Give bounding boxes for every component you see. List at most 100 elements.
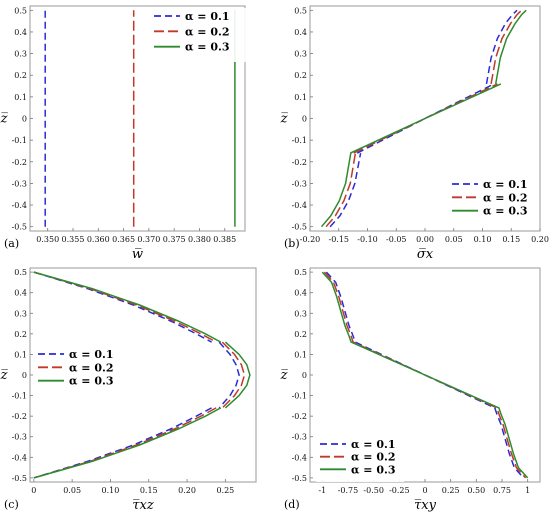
legend-label-alpha-2: α = 0.2 xyxy=(483,191,527,204)
x-tick-label: 0.15 xyxy=(502,235,520,244)
y-tick-label: 0.1 xyxy=(14,350,27,359)
x-tick-label: -0.20 xyxy=(300,235,321,244)
y-tick-label: 0 xyxy=(22,115,27,124)
y-axis-label: z̅ xyxy=(280,112,288,127)
panel-letter: (c) xyxy=(4,498,19,511)
x-tick-label: 0.15 xyxy=(140,486,158,495)
x-tick-label: 0.20 xyxy=(178,486,196,495)
y-tick-label: -0.5 xyxy=(292,474,307,483)
y-tick-label: -0.4 xyxy=(292,201,307,210)
x-tick-label: 0.25 xyxy=(442,486,460,495)
y-axis-label: z̅ xyxy=(280,368,288,383)
y-tick-label: -0.4 xyxy=(12,201,27,210)
y-tick-label: 0.2 xyxy=(294,330,307,339)
x-tick-label: 0 xyxy=(31,486,36,495)
legend-label-alpha-2: α = 0.2 xyxy=(69,361,113,374)
y-tick-label: 0.1 xyxy=(294,93,307,102)
y-tick-label: 0.5 xyxy=(14,6,27,15)
y-tick-label: 0.2 xyxy=(14,330,27,339)
legend-label-alpha-1: α = 0.1 xyxy=(351,438,395,451)
y-tick-label: 0.3 xyxy=(14,309,27,318)
x-tick-label: -0.10 xyxy=(357,235,378,244)
legend-background xyxy=(316,436,404,482)
x-axis-label: w̅ xyxy=(132,247,143,262)
y-tick-label: -0.3 xyxy=(292,433,307,442)
x-tick-label: -1 xyxy=(318,486,326,495)
y-tick-label: 0.5 xyxy=(14,268,27,277)
legend: α = 0.1α = 0.2α = 0.3 xyxy=(34,346,122,394)
legend-label-alpha-1: α = 0.1 xyxy=(483,178,527,191)
legend-label-alpha-1: α = 0.1 xyxy=(69,348,113,361)
y-tick-label: -0.1 xyxy=(292,136,307,145)
legend-label-alpha-2: α = 0.2 xyxy=(185,25,229,38)
panel-letter: (d) xyxy=(284,498,300,511)
y-tick-label: -0.2 xyxy=(12,412,27,421)
y-tick-label: 0.1 xyxy=(14,93,27,102)
panel-1: -0.5 -0.4 -0.3 -0.2 -0.1 0 0.1 0.2 0.3 0.4 0.5 0.35… xyxy=(0,5,246,262)
y-tick-label: 0.4 xyxy=(294,28,307,37)
x-tick-label: -0.15 xyxy=(328,235,349,244)
y-axis-label: z̅ xyxy=(0,368,8,383)
y-tick-label: 0.4 xyxy=(14,28,27,37)
x-tick-label: 0 xyxy=(422,486,427,495)
legend: α = 0.1 α = 0.2 α = 0.3 xyxy=(150,8,246,62)
legend-label-alpha-1: α = 0.1 xyxy=(185,10,229,23)
y-tick-label: 0.5 xyxy=(294,268,307,277)
panel-2: -0.5-0.4-0.3-0.2-0.100.10.20.30.40.5-0.2… xyxy=(280,5,549,262)
y-tick-label: 0 xyxy=(22,371,27,380)
x-tick-label: 0.05 xyxy=(445,235,463,244)
series-line-alpha-3 xyxy=(33,271,251,479)
x-tick-label: 0.10 xyxy=(102,486,120,495)
y-tick-label: -0.5 xyxy=(292,223,307,232)
y-tick-label: 0.1 xyxy=(294,350,307,359)
panel-letter: (b) xyxy=(284,237,300,250)
x-tick-label: 0.365 xyxy=(112,235,135,244)
y-tick-label: -0.5 xyxy=(12,223,27,232)
panel-3: -0.5 -0.4 -0.3 -0.2 -0.1 0 0.1 0.2 0.3 0.4 0.5 0 0.0… xyxy=(0,267,257,513)
y-tick-label: 0.2 xyxy=(14,71,27,80)
legend-label-alpha-2: α = 0.2 xyxy=(351,451,395,464)
legend-label-alpha-3: α = 0.3 xyxy=(351,463,395,476)
panel-4: -0.5 -0.4 -0.3 -0.2 -0.1 0 0.1 0.2 0.3 0.4 0.5 -1 -0… xyxy=(280,267,541,513)
y-tick-label: -0.2 xyxy=(292,412,307,421)
x-axis-label: τ̅xy xyxy=(414,498,437,513)
x-tick-label: -0.50 xyxy=(363,486,384,495)
series-line-alpha-1 xyxy=(325,271,525,479)
x-tick-label: 0.20 xyxy=(531,235,549,244)
series-line-alpha-3 xyxy=(320,9,527,228)
y-tick-label: 0 xyxy=(302,115,307,124)
y-tick-label: 0.2 xyxy=(294,71,307,80)
y-tick-label: -0.1 xyxy=(12,392,27,401)
x-tick-label: 0.355 xyxy=(62,235,85,244)
x-tick-label: 1 xyxy=(525,486,530,495)
y-tick-label: -0.3 xyxy=(12,179,27,188)
legend-label-alpha-3: α = 0.3 xyxy=(69,375,113,388)
y-tick-label: 0.3 xyxy=(294,309,307,318)
y-tick-label: 0.3 xyxy=(14,50,27,59)
x-tick-label: 0.50 xyxy=(467,486,485,495)
y-tick-label: -0.3 xyxy=(292,179,307,188)
legend: α = 0.1α = 0.2α = 0.3 xyxy=(316,436,404,482)
x-tick-label: 0.370 xyxy=(137,235,160,244)
legend-background xyxy=(448,176,532,224)
x-tick-label: 0.385 xyxy=(213,235,236,244)
x-tick-label: 0.00 xyxy=(416,235,434,244)
x-tick-label: 0.380 xyxy=(188,235,211,244)
y-tick-label: 0.4 xyxy=(14,289,27,298)
legend: α = 0.1α = 0.2α = 0.3 xyxy=(448,176,532,224)
x-tick-label: 0.350 xyxy=(36,235,59,244)
legend-background xyxy=(34,346,122,394)
x-tick-label: 0.05 xyxy=(63,486,81,495)
y-tick-label: -0.1 xyxy=(292,392,307,401)
x-tick-label: 0.75 xyxy=(493,486,511,495)
series-line-alpha-3 xyxy=(321,271,529,479)
y-tick-label: -0.3 xyxy=(12,433,27,442)
panel-letter: (a) xyxy=(4,237,19,250)
legend-label-alpha-3: α = 0.3 xyxy=(483,205,527,218)
x-tick-label: -0.75 xyxy=(338,486,359,495)
y-tick-label: 0.4 xyxy=(294,289,307,298)
x-tick-label: 0.360 xyxy=(87,235,110,244)
x-tick-label: -0.25 xyxy=(389,486,410,495)
y-tick-label: -0.4 xyxy=(292,453,307,462)
legend-label-alpha-3: α = 0.3 xyxy=(185,41,229,54)
